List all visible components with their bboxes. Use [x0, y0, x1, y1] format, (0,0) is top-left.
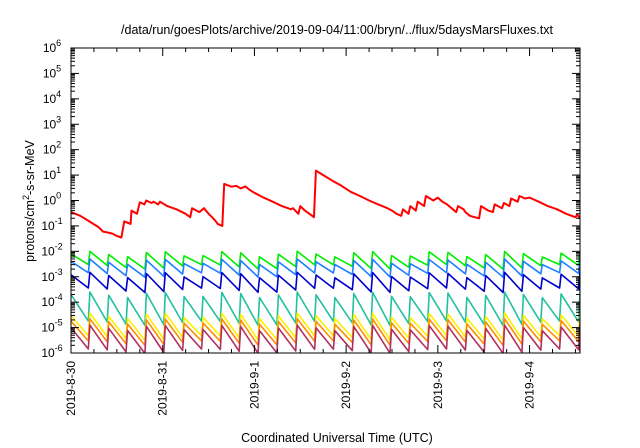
plot-area	[71, 169, 580, 353]
chart-title: /data/run/goesPlots/archive/2019-09-04/1…	[121, 23, 553, 37]
series-line	[71, 324, 580, 353]
x-tick-label: 2019-9-4	[523, 361, 537, 409]
series-line	[71, 169, 580, 239]
y-tick-label: 101	[43, 165, 61, 182]
series-line	[71, 258, 580, 278]
x-tick-label: 2019-8-31	[156, 361, 170, 416]
y-tick-label: 10-5	[41, 318, 62, 335]
series-line	[71, 271, 580, 294]
y-tick-label: 10-3	[41, 267, 62, 284]
y-tick-label: 10-4	[41, 292, 62, 309]
x-tick-label: 2019-9-3	[431, 361, 445, 409]
y-axis-label: protons/cm2-s-sr-MeV	[21, 139, 37, 261]
axes: 10-6 10-5 10-4 10-3 10-2 10-1 100 101 102 103 104 1…	[41, 38, 580, 416]
y-tick-label: 100	[43, 191, 61, 208]
series-line	[71, 291, 580, 327]
x-axis-label: Coordinated Universal Time (UTC)	[241, 431, 433, 445]
y-tick-label: 106	[43, 38, 61, 55]
y-tick-label: 104	[43, 89, 61, 106]
y-tick-label: 10-1	[41, 216, 62, 233]
y-tick-label: 102	[43, 140, 61, 157]
y-tick-label: 105	[43, 63, 61, 80]
y-tick-label: 10-2	[41, 241, 62, 258]
x-tick-label: 2019-9-2	[339, 361, 353, 409]
y-tick-label: 10-6	[41, 343, 62, 360]
y-tick-label: 103	[43, 114, 61, 131]
x-tick-label: 2019-9-1	[247, 361, 261, 409]
x-tick-label: 2019-8-30	[64, 361, 78, 416]
